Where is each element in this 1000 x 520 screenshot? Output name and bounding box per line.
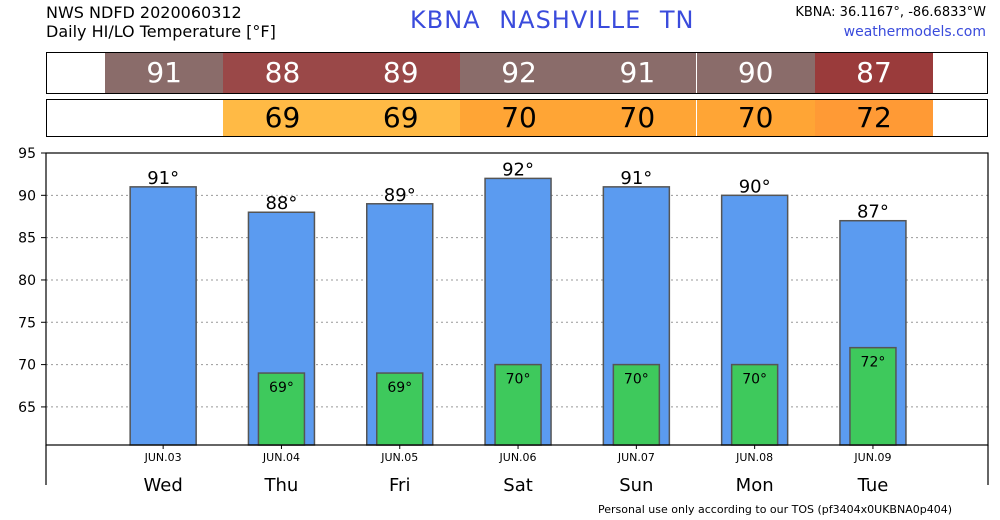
high-temp-label: 91° [620,168,652,189]
weekday-label: Sat [503,475,533,496]
y-tick-label: 75 [18,315,36,331]
high-temp-label: 88° [265,193,297,214]
high-temp-label: 90° [739,176,771,197]
low-temp-bar [376,372,424,446]
high-temp-cell: 88 [223,53,342,93]
high-temp-cell: 90 [696,53,815,93]
high-temp-label: 87° [857,202,889,223]
high-temp-label: 89° [384,185,416,206]
high-temp-label: 91° [147,168,179,189]
weekday-label: Sun [619,475,653,496]
weekday-label: Fri [389,475,410,496]
weekday-label: Tue [857,475,889,496]
y-tick-label: 70 [18,358,36,374]
site-link[interactable]: weathermodels.com [843,24,986,40]
chart-title-line1: NWS NDFD 2020060312 [46,3,242,22]
weekday-label: Wed [144,475,183,496]
high-temp-strip: 91 88 89 92 91 90 87 [46,52,988,94]
x-tick-label: JUN.05 [380,451,418,464]
low-temp-bar [257,372,306,446]
low-temp-label: 69° [387,380,412,396]
low-temp-bar [849,346,897,446]
high-temp-cell: 87 [814,53,934,93]
y-tick-label: 85 [18,231,36,247]
low-temp-label: 72° [861,355,886,371]
station-coordinates: KBNA: 36.1167°, -86.6833°W [795,5,986,20]
chart-title-line2: Daily HI/LO Temperature [°F] [46,22,276,41]
weekday-label: Thu [264,475,299,496]
low-temp-bar [612,363,661,446]
y-tick-label: 80 [18,273,36,289]
y-tick-label: 65 [18,400,36,416]
x-tick-label: JUN.04 [262,451,300,464]
low-temp-label: 70° [624,372,649,388]
low-temp-cell [105,100,224,136]
x-tick-label: JUN.06 [499,451,537,464]
high-temp-label: 92° [502,159,534,180]
high-temp-bar [129,186,197,446]
low-temp-cell: 69 [341,100,460,136]
low-temp-cell: 70 [459,100,579,136]
station-name: KBNA NASHVILLE TN [410,6,695,34]
x-tick-label: JUN.09 [853,451,891,464]
high-temp-cell: 91 [105,53,224,93]
high-temp-cell: 92 [459,53,579,93]
temperature-bar-chart: 65 70 75 80 85 90 95 91° JUN.03 Wed 88° 69° JUN.04 Th… [18,146,989,496]
high-temp-cell: 89 [341,53,460,93]
low-temp-cell: 70 [696,100,815,136]
low-temp-label: 70° [506,372,531,388]
plot-frame [45,152,989,446]
low-temp-label: 70° [742,372,767,388]
low-temp-label: 69° [269,380,294,396]
footer-note: Personal use only according to our TOS (… [598,503,952,516]
y-tick-label: 95 [18,146,36,162]
x-tick-label: JUN.07 [617,451,655,464]
low-temp-cell: 70 [578,100,697,136]
low-temp-cell: 69 [223,100,342,136]
weekday-label: Mon [736,475,774,496]
x-tick-label: JUN.08 [735,451,773,464]
x-tick-label: JUN.03 [144,451,182,464]
y-tick-label: 90 [18,188,36,204]
low-temp-cell: 72 [814,100,934,136]
low-temp-strip: 69 69 70 70 70 72 [46,99,988,137]
high-temp-cell: 91 [578,53,697,93]
